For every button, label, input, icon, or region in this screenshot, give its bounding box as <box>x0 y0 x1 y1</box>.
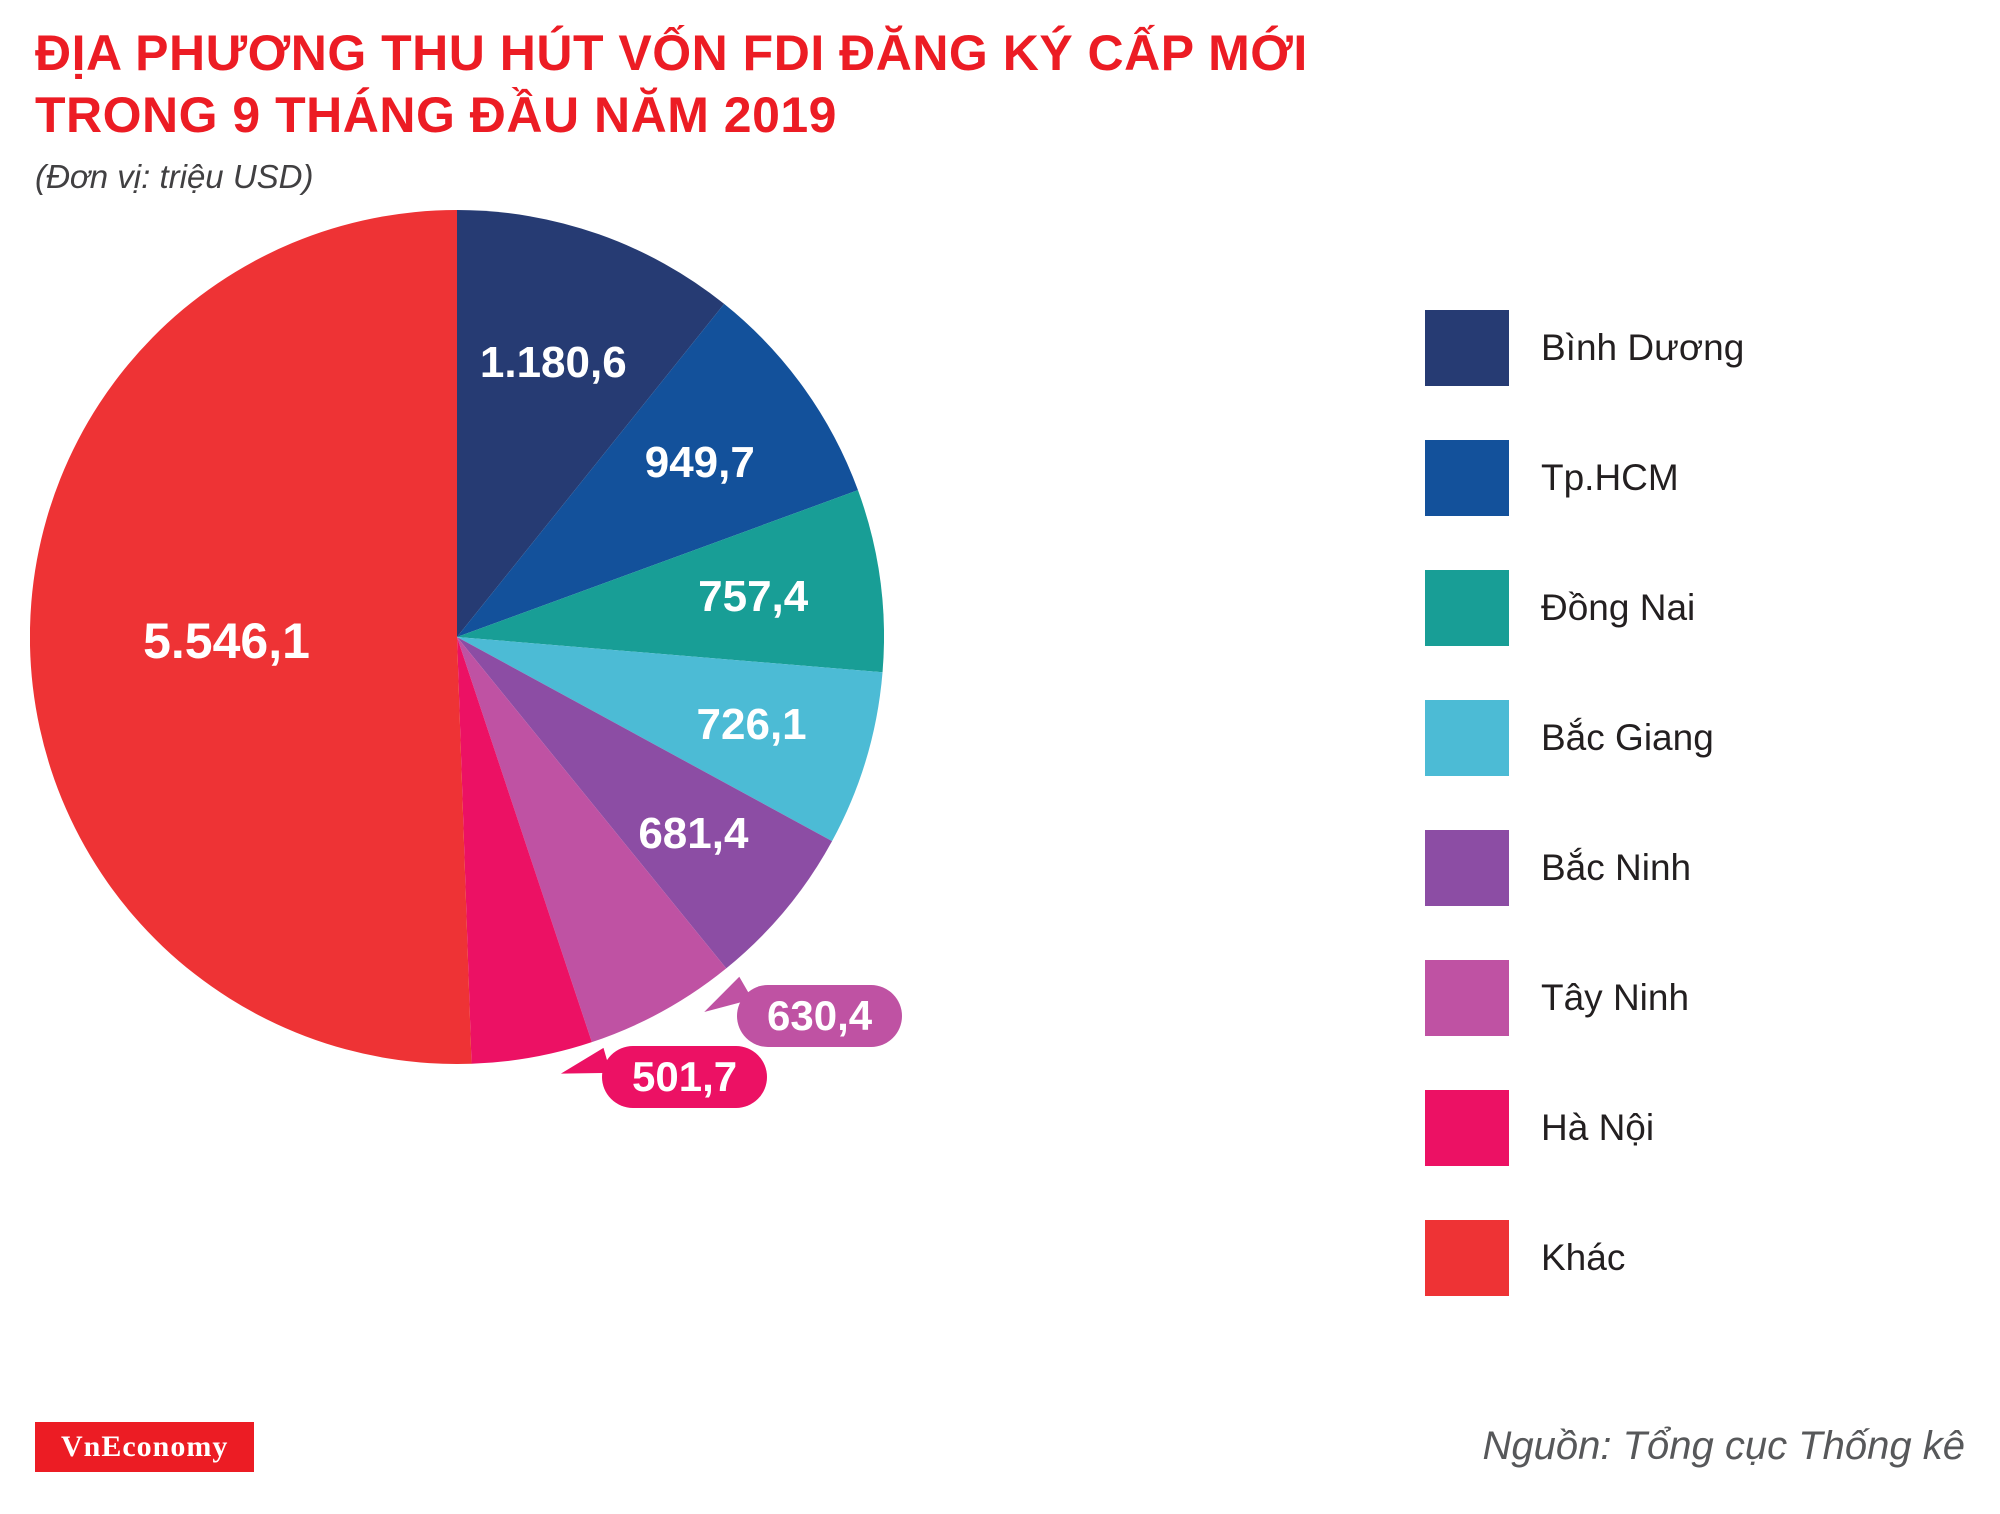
callout-value: 501,7 <box>632 1053 738 1100</box>
slice-value-label: 757,4 <box>698 572 809 621</box>
legend-label: Tp.HCM <box>1541 457 1679 498</box>
legend-item: Bắc Giang <box>1425 700 1744 776</box>
legend-swatch <box>1425 310 1509 386</box>
unit-subtitle: (Đơn vị: triệu USD) <box>35 158 314 195</box>
slice-value-label: 5.546,1 <box>143 612 310 669</box>
pie-slice-1 <box>457 303 858 637</box>
pie-svg <box>30 210 884 1064</box>
legend-swatch <box>1425 1220 1509 1296</box>
pie-slice-0 <box>457 210 725 637</box>
legend-label: Bắc Giang <box>1541 717 1714 758</box>
legend-item: Tp.HCM <box>1425 440 1744 516</box>
page-title-line1: ĐỊA PHƯƠNG THU HÚT VỐN FDI ĐĂNG KÝ CẤP M… <box>35 25 1308 81</box>
header: ĐỊA PHƯƠNG THU HÚT VỐN FDI ĐĂNG KÝ CẤP M… <box>35 22 1308 196</box>
slice-value-label: 949,7 <box>644 437 755 487</box>
pie-slice-5 <box>457 637 727 1043</box>
legend-label: Tây Ninh <box>1541 977 1690 1018</box>
legend-label: Bắc Ninh <box>1541 847 1692 888</box>
pie-slice-3 <box>457 637 883 842</box>
legend-swatch <box>1425 570 1509 646</box>
pie-slice-4 <box>457 637 833 969</box>
legend-swatch <box>1425 440 1509 516</box>
legend-item: Bình Dương <box>1425 310 1744 386</box>
legend-item: Tây Ninh <box>1425 960 1744 1036</box>
legend-item: Đồng Nai <box>1425 570 1744 646</box>
source-text: Nguồn: Tổng cục Thống kê <box>1482 1424 1965 1468</box>
slice-value-label: 726,1 <box>696 700 807 750</box>
legend-swatch <box>1425 830 1509 906</box>
callout-value: 630,4 <box>767 992 873 1039</box>
legend-label: Bình Dương <box>1541 327 1745 368</box>
slice-value-label: 681,4 <box>638 808 749 858</box>
legend-swatch <box>1425 960 1509 1036</box>
pie-slice-6 <box>457 637 592 1064</box>
legend: Bình Dương Tp.HCM Đồng Nai Bắc Giang Bắc Nin… <box>1425 310 1744 1350</box>
pie-slice-2 <box>457 490 884 673</box>
callout-tay-ninh: 630,4 <box>697 976 903 1047</box>
slice-value-label: 1.180,6 <box>479 338 627 388</box>
legend-item: Khác <box>1425 1220 1744 1296</box>
legend-label: Hà Nội <box>1541 1107 1655 1148</box>
legend-label: Đồng Nai <box>1541 587 1696 628</box>
callout-ha-noi: 501,7 <box>557 1046 768 1108</box>
legend-item: Bắc Ninh <box>1425 830 1744 906</box>
legend-swatch <box>1425 700 1509 776</box>
pie-slice-7 <box>30 210 472 1064</box>
legend-item: Hà Nội <box>1425 1090 1744 1166</box>
vneconomy-logo: VnEconomy <box>35 1422 255 1472</box>
legend-label: Khác <box>1541 1237 1626 1278</box>
pie-chart: 1.180,6 949,7 757,4 726,1 681,4 5.546,1 <box>30 210 884 1064</box>
page-title-line2: TRONG 9 THÁNG ĐẦU NĂM 2019 <box>35 87 837 143</box>
legend-swatch <box>1425 1090 1509 1166</box>
